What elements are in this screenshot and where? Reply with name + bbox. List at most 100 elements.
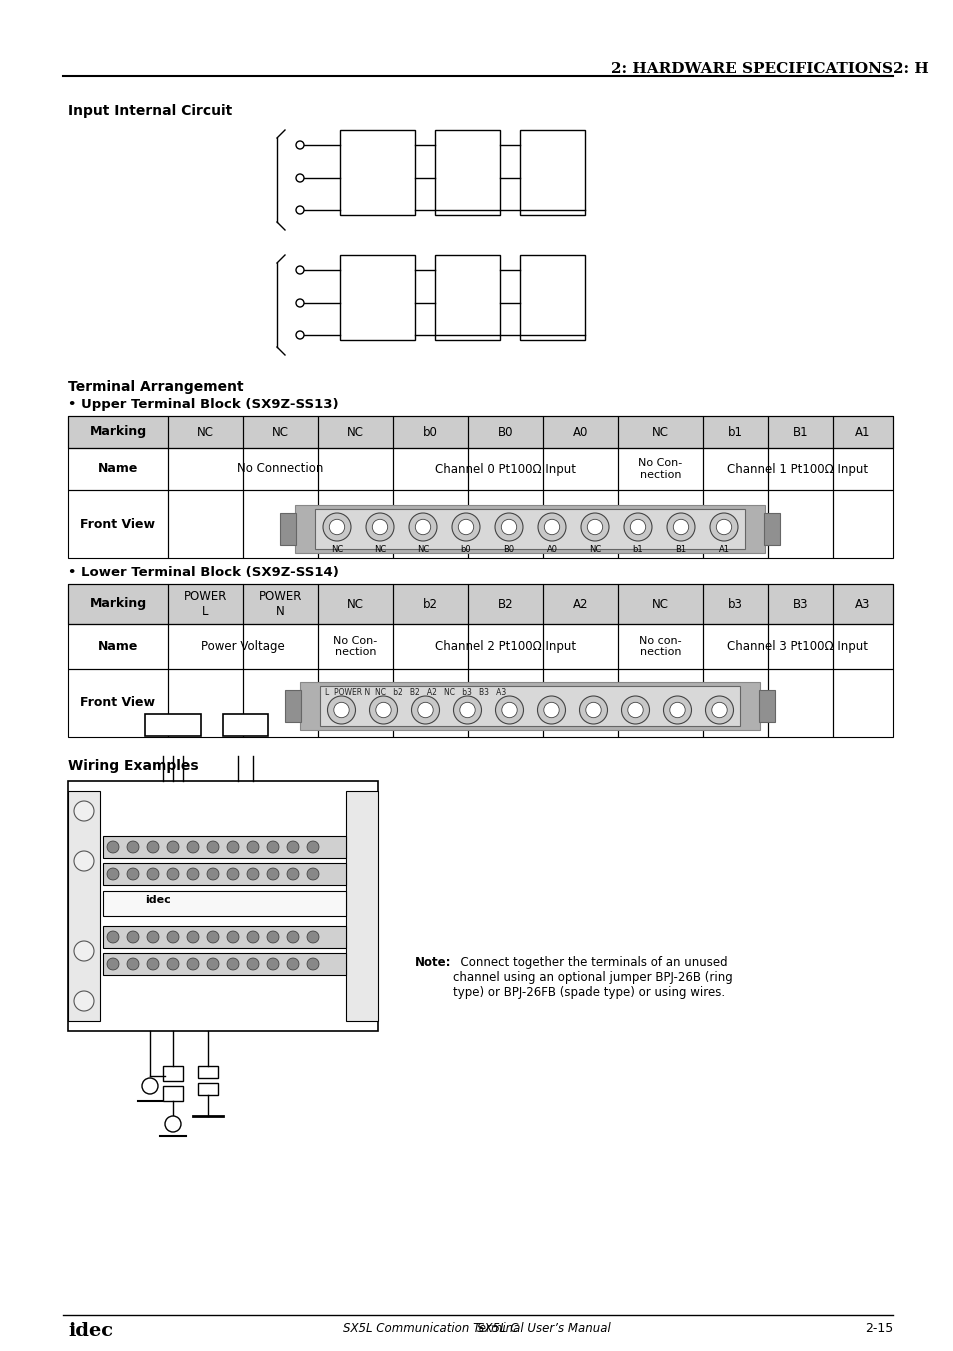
Circle shape [452,513,479,540]
Bar [702,669,767,738]
Bar [702,449,767,490]
Circle shape [620,696,649,724]
Bar [435,255,499,340]
Text: Name: Name [98,640,138,653]
Circle shape [329,519,344,535]
Bar [198,1084,218,1096]
Circle shape [501,703,517,717]
Text: Name: Name [98,462,138,476]
Text: A1: A1 [718,544,729,554]
Bar [223,713,268,736]
Bar [468,669,542,738]
Circle shape [187,931,199,943]
Text: L  POWER N  NC   b2   B2   A2   NC   b3   B3   A3: L POWER N NC b2 B2 A2 NC b3 B3 A3 [325,688,506,697]
Text: Front View: Front View [80,517,155,531]
Circle shape [495,696,523,724]
Text: NC: NC [651,597,668,611]
Circle shape [623,513,651,540]
Bar [295,505,764,553]
Circle shape [127,842,139,852]
Text: • Lower Terminal Block (SX9Z-SS14): • Lower Terminal Block (SX9Z-SS14) [68,566,338,580]
Bar [393,416,468,449]
Text: A0: A0 [546,544,557,554]
Bar [618,584,702,624]
Text: A0: A0 [572,426,588,439]
Circle shape [147,931,159,943]
Bar [618,490,702,558]
Circle shape [375,703,391,717]
Circle shape [74,851,94,871]
Bar [767,490,832,558]
Circle shape [227,867,239,880]
Circle shape [267,931,278,943]
Text: Wiring Examples: Wiring Examples [68,759,198,773]
Circle shape [716,519,731,535]
Circle shape [167,958,179,970]
Text: NC: NC [374,544,386,554]
Bar [542,490,618,558]
Circle shape [247,867,258,880]
Bar [542,449,618,490]
Circle shape [666,513,695,540]
Bar [243,669,317,738]
Text: b1: b1 [632,544,642,554]
Circle shape [587,519,602,535]
Text: A1: A1 [854,426,870,439]
Text: Front View: Front View [80,697,155,709]
Circle shape [127,867,139,880]
Circle shape [307,931,318,943]
Text: B3: B3 [792,597,807,611]
Text: NC: NC [347,597,364,611]
Circle shape [187,842,199,852]
Circle shape [207,958,219,970]
Circle shape [585,703,600,717]
Text: B1: B1 [792,426,807,439]
Circle shape [147,842,159,852]
Bar [68,416,168,449]
Bar [542,624,618,669]
Bar [393,669,468,738]
Circle shape [630,519,645,535]
Text: NC: NC [331,544,343,554]
Bar [317,669,393,738]
Text: B1: B1 [675,544,686,554]
Bar [618,624,702,669]
Bar [393,490,468,558]
Circle shape [417,703,433,717]
Circle shape [580,513,608,540]
Bar [300,682,760,730]
Text: NC: NC [588,544,600,554]
Bar [832,669,892,738]
Circle shape [544,519,559,535]
Circle shape [227,958,239,970]
Bar [542,584,618,624]
Circle shape [247,931,258,943]
Bar [103,925,346,948]
Circle shape [287,842,298,852]
Circle shape [334,703,349,717]
Bar [832,490,892,558]
Circle shape [287,958,298,970]
Bar [168,584,243,624]
Circle shape [227,931,239,943]
Circle shape [307,867,318,880]
Circle shape [411,696,439,724]
Bar [280,513,296,544]
Circle shape [247,958,258,970]
Circle shape [327,696,355,724]
Circle shape [142,1078,158,1094]
Bar [832,449,892,490]
Circle shape [409,513,436,540]
Bar [339,130,415,215]
Bar [468,416,542,449]
Text: Channel 0 Pt100Ω Input: Channel 0 Pt100Ω Input [435,462,576,476]
Circle shape [415,519,430,535]
Bar [702,584,767,624]
Circle shape [307,842,318,852]
Bar [168,416,243,449]
Text: b0: b0 [422,426,437,439]
Text: No con-
nection: No con- nection [639,636,681,658]
Circle shape [669,703,684,717]
Bar [832,416,892,449]
Bar [519,130,584,215]
